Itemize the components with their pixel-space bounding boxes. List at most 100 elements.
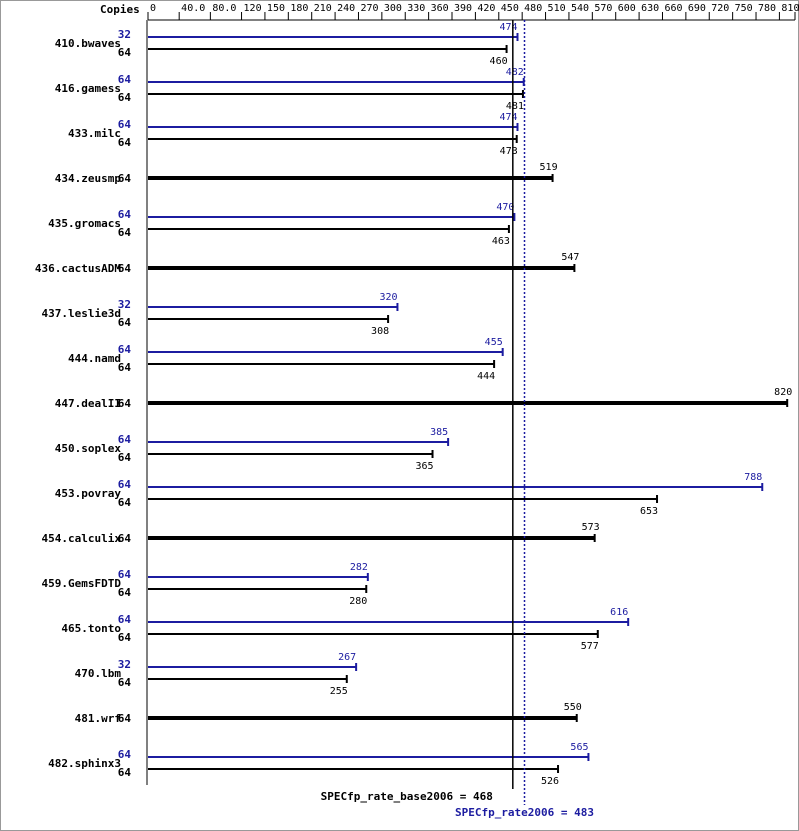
peak-value-label: 385 (430, 427, 448, 438)
x-tick-label: 210 (314, 3, 332, 14)
base-copies: 64 (118, 532, 132, 545)
peak-value-label: 474 (499, 22, 517, 33)
peak-value-label: 565 (570, 742, 588, 753)
base-value-label: 463 (492, 236, 510, 247)
base-copies: 64 (118, 172, 132, 185)
base-value-label: 526 (541, 776, 559, 787)
base-copies: 64 (118, 586, 132, 599)
x-tick-label: 780 (758, 3, 776, 14)
peak-value-label: 474 (499, 112, 517, 123)
peak-copies: 32 (118, 298, 131, 311)
benchmark-name: 434.zeusmp (55, 172, 122, 185)
base-value-label: 308 (371, 326, 389, 337)
benchmark-name: 481.wrf (75, 712, 121, 725)
peak-copies: 64 (118, 433, 132, 446)
base-value-label: 255 (330, 686, 348, 697)
base-copies: 64 (118, 766, 132, 779)
peak-value-label: 788 (744, 472, 762, 483)
base-value-label: 550 (564, 702, 582, 713)
peak-value-label: 282 (350, 562, 368, 573)
reference-label: SPECfp_rate_base2006 = 468 (321, 790, 493, 803)
reference-label: SPECfp_rate2006 = 483 (455, 806, 594, 819)
base-copies: 64 (118, 361, 132, 374)
base-value-label: 365 (415, 461, 433, 472)
benchmark-name: 436.cactusADM (35, 262, 121, 275)
peak-copies: 64 (118, 118, 132, 131)
benchmark-name: 454.calculix (42, 532, 122, 545)
peak-value-label: 482 (506, 67, 524, 78)
benchmark-name: 482.sphinx3 (48, 757, 121, 770)
base-value-label: 460 (490, 56, 508, 67)
x-tick-label: 810 (781, 3, 799, 14)
x-tick-label: 180 (290, 3, 308, 14)
base-copies: 64 (118, 91, 132, 104)
x-tick-label: 570 (594, 3, 612, 14)
benchmark-name: 416.gamess (55, 82, 121, 95)
base-copies: 64 (118, 712, 132, 725)
benchmark-name: 453.povray (55, 487, 122, 500)
base-copies: 64 (118, 397, 132, 410)
peak-copies: 64 (118, 748, 132, 761)
base-value-label: 820 (774, 387, 792, 398)
x-tick-label: 240 (337, 3, 355, 14)
base-copies: 64 (118, 46, 132, 59)
base-value-label: 519 (540, 162, 558, 173)
x-tick-label: 330 (407, 3, 425, 14)
x-tick-label: 450 (501, 3, 519, 14)
base-value-label: 653 (640, 506, 658, 517)
x-tick-label: 300 (384, 3, 402, 14)
benchmark-name: 444.namd (68, 352, 121, 365)
benchmark-name: 465.tonto (61, 622, 121, 635)
peak-copies: 32 (118, 658, 131, 671)
base-copies: 64 (118, 316, 132, 329)
base-value-label: 473 (500, 146, 518, 157)
peak-copies: 64 (118, 208, 132, 221)
peak-copies: 64 (118, 568, 132, 581)
benchmark-name: 433.milc (68, 127, 121, 140)
base-copies: 64 (118, 496, 132, 509)
x-tick-label: 750 (735, 3, 753, 14)
base-value-label: 573 (582, 522, 600, 533)
benchmark-name: 450.soplex (55, 442, 122, 455)
x-tick-label: 150 (267, 3, 285, 14)
x-tick-label: 0 (150, 3, 156, 14)
x-tick-label: 40.0 (181, 3, 205, 14)
base-copies: 64 (118, 451, 132, 464)
x-tick-label: 420 (477, 3, 495, 14)
benchmark-name: 435.gromacs (48, 217, 121, 230)
x-tick-label: 690 (688, 3, 706, 14)
x-tick-label: 540 (571, 3, 589, 14)
x-tick-label: 660 (664, 3, 682, 14)
peak-value-label: 267 (338, 652, 356, 663)
x-tick-label: 480 (524, 3, 542, 14)
base-value-label: 481 (506, 101, 524, 112)
peak-value-label: 616 (610, 607, 628, 618)
base-value-label: 280 (349, 596, 367, 607)
x-tick-label: 120 (244, 3, 262, 14)
peak-copies: 32 (118, 28, 131, 41)
benchmark-name: 447.dealII (55, 397, 121, 410)
x-tick-label: 720 (711, 3, 729, 14)
x-tick-label: 80.0 (212, 3, 236, 14)
x-tick-label: 270 (360, 3, 378, 14)
benchmark-name: 410.bwaves (55, 37, 121, 50)
x-tick-label: 600 (618, 3, 636, 14)
x-tick-label: 510 (548, 3, 566, 14)
base-copies: 64 (118, 226, 132, 239)
base-value-label: 547 (561, 252, 579, 263)
base-value-label: 444 (477, 371, 495, 382)
peak-value-label: 455 (485, 337, 503, 348)
peak-value-label: 470 (496, 202, 514, 213)
peak-copies: 64 (118, 343, 132, 356)
base-copies: 64 (118, 262, 132, 275)
base-copies: 64 (118, 136, 132, 149)
peak-copies: 64 (118, 613, 132, 626)
axis-title: Copies (100, 3, 140, 16)
peak-copies: 64 (118, 478, 132, 491)
peak-copies: 64 (118, 73, 132, 86)
x-tick-label: 360 (431, 3, 449, 14)
base-copies: 64 (118, 631, 132, 644)
benchmark-name: 470.lbm (75, 667, 122, 680)
peak-value-label: 320 (379, 292, 397, 303)
